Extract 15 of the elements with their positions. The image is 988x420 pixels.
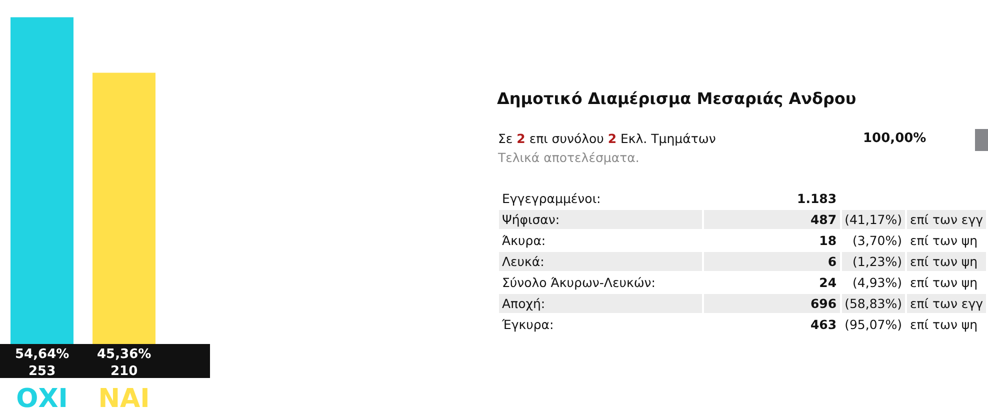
text: Έγκυρα: 463 (95,07%) επί των ψη: [502, 317, 978, 332]
text: Εγγεγραμμένοι: 1.183: [502, 191, 837, 206]
text: Αποχή: 696 (58,83%) επί των εγγ: [502, 296, 983, 311]
data-label: 54,64% 253: [15, 347, 70, 379]
text: Σε 2 επι συνόλου 2 Εκλ. Τμημάτων: [498, 131, 716, 146]
x-tick-label: ΝΑΙ: [98, 384, 150, 414]
x-tick-label: ΟΧΙ: [16, 384, 68, 414]
text: Δημοτικό Διαμέρισμα Μεσαριάς Ανδρου: [497, 88, 858, 110]
text: 100,00%: [863, 131, 926, 146]
text: Άκυρα: 18 (3,70%) επί των ψη: [502, 233, 978, 248]
text: Ψήφισαν: 487 (41,17%) επί των εγγ: [502, 212, 983, 227]
text: Λευκά: 6 (1,23%) επί των ψη: [502, 254, 978, 269]
data-label: 45,36% 210: [97, 347, 152, 379]
text: Τελικά αποτελέσματα.: [498, 150, 640, 165]
text: Σύνολο Άκυρων-Λευκών: 24 (4,93%) επί των ψη: [502, 275, 978, 290]
